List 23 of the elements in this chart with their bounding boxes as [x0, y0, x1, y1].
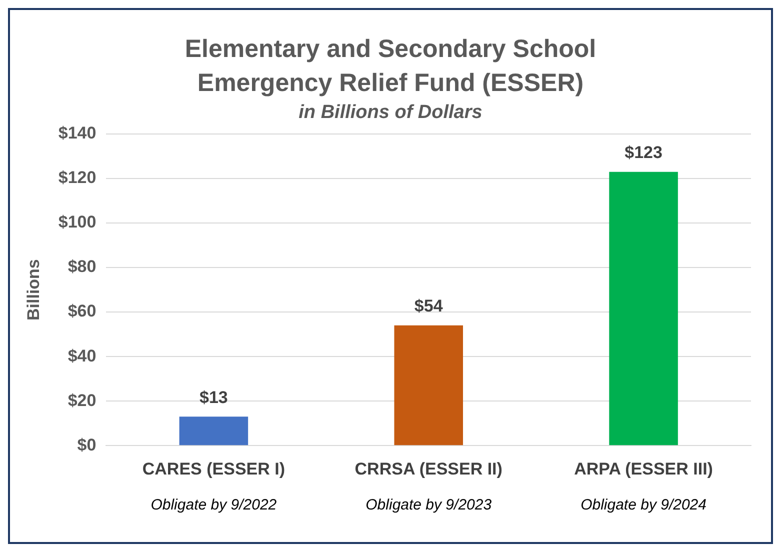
data-label: $13 [199, 388, 228, 407]
x-tick-label: CARES (ESSER I) [142, 459, 285, 478]
y-tick-label: $40 [68, 346, 96, 366]
chart-title: Elementary and Secondary School Emergency Relief Fund (ESSER) [184, 34, 598, 99]
text: Obligate by 9/2024 [580, 496, 707, 514]
x-tick-label: ARPA (ESSER III) [574, 459, 713, 478]
x-tick-label: CRRSA (ESSER II) [354, 459, 502, 478]
y-tick-label: $60 [68, 302, 96, 321]
y-tick-label: $120 [58, 168, 96, 188]
y-tick-label: $100 [58, 212, 96, 232]
chart-subtitle: in Billions of Dollars [298, 102, 482, 124]
y-tick-label: $0 [77, 435, 96, 454]
text: Obligate by 9/2023 [366, 496, 492, 514]
y-tick-label: $140 [58, 124, 96, 143]
y-tick-label: $20 [68, 390, 96, 410]
data-label: $54 [414, 296, 444, 316]
text: Obligate by 9/2022 [150, 496, 278, 514]
data-label: $123 [624, 143, 662, 162]
bar [179, 416, 248, 446]
y-tick-label: $80 [68, 257, 96, 276]
bar [394, 325, 463, 446]
y-axis-title: Billions [24, 259, 43, 321]
bar [609, 172, 678, 446]
